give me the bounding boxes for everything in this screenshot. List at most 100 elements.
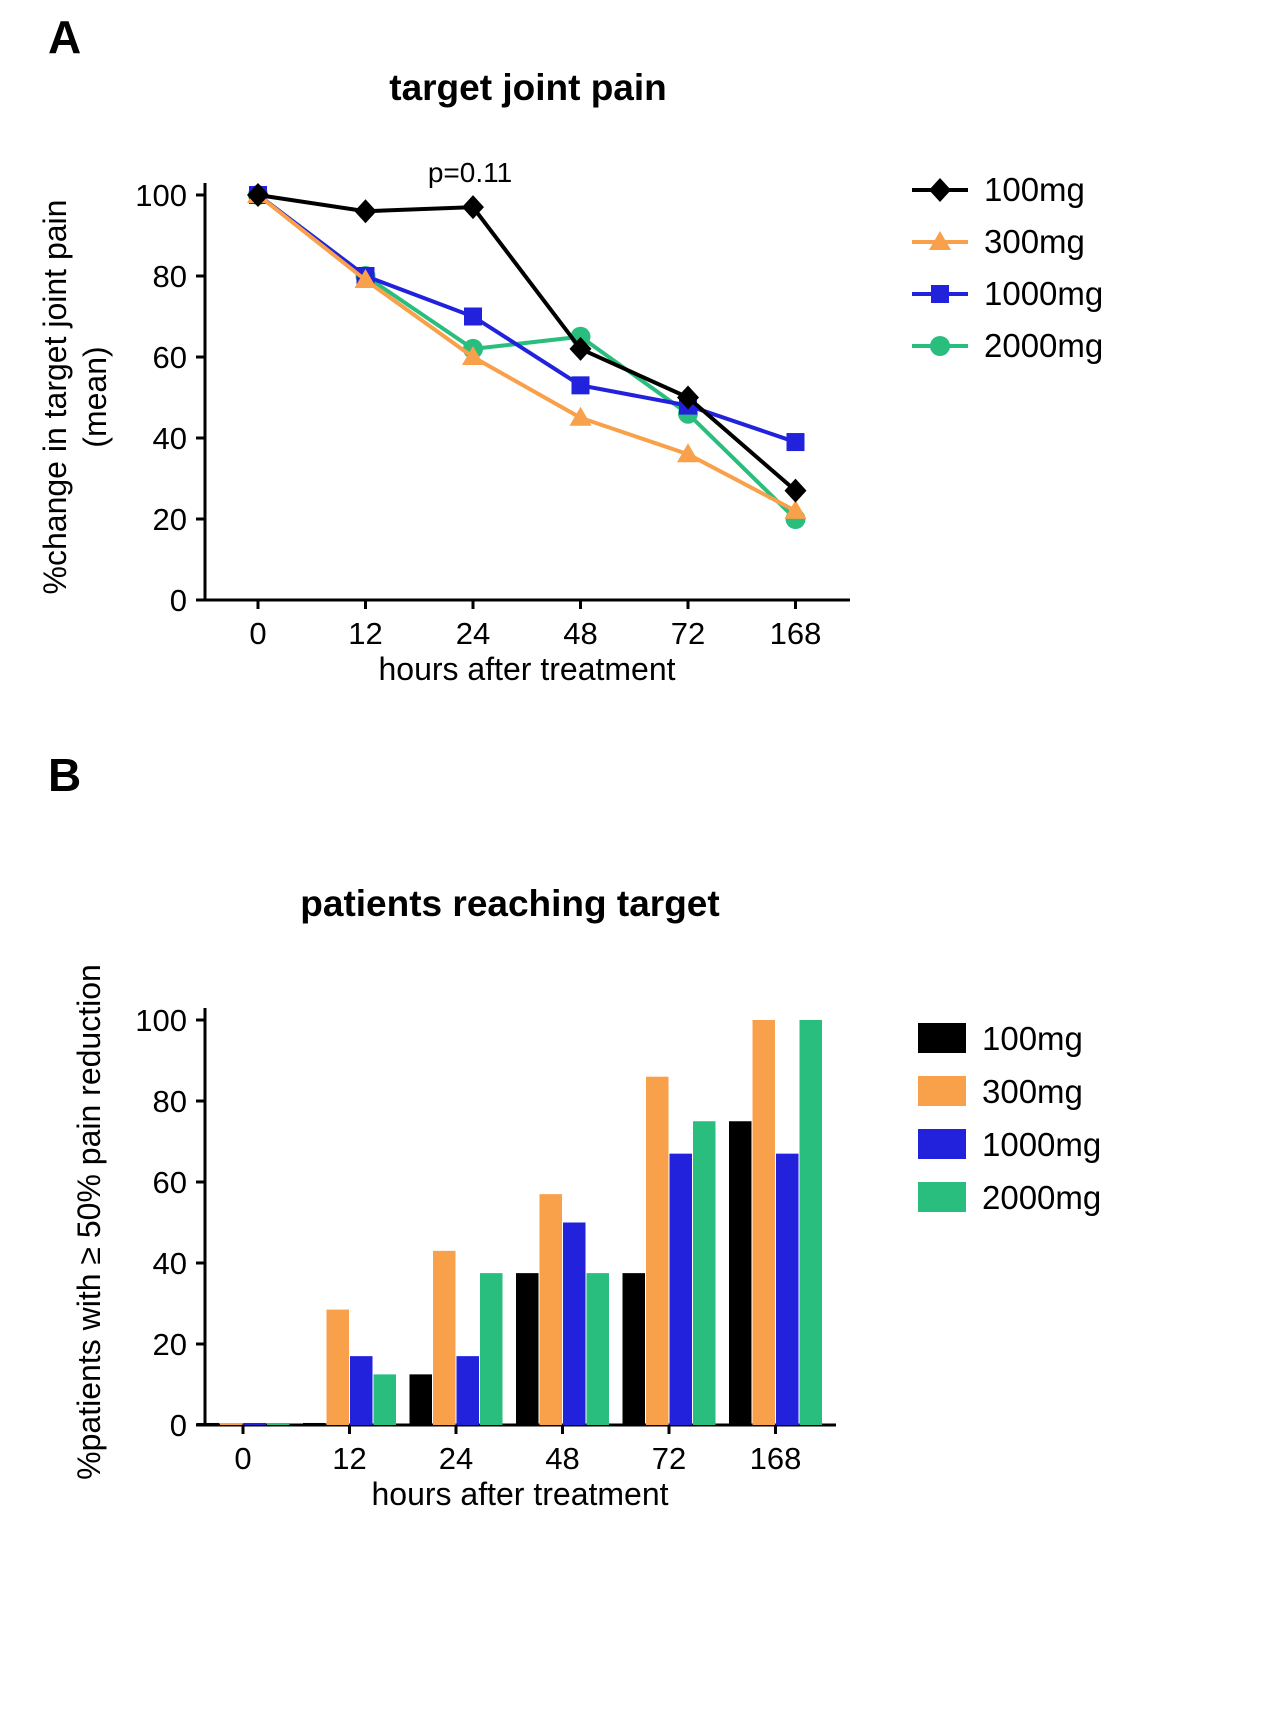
- x-tick-label: 0: [234, 1441, 251, 1476]
- legend-swatch: [918, 1023, 966, 1053]
- series-line-300mg: [256, 193, 797, 513]
- bar-12h-2000mg: [373, 1374, 396, 1425]
- y-axis-label: (mean): [77, 346, 113, 447]
- legend-item-100mg: 100mg: [918, 1020, 1083, 1057]
- series-line-1000mg: [256, 193, 797, 444]
- bar-0h-100mg: [196, 1422, 219, 1425]
- bar-72h-100mg: [622, 1273, 645, 1425]
- y-tick-label: 60: [153, 340, 187, 375]
- legend-item-2000mg: 2000mg: [918, 1179, 1101, 1216]
- series-line-100mg: [257, 193, 797, 493]
- y-tick-label: 40: [153, 1246, 187, 1281]
- y-tick-label: 80: [153, 259, 187, 294]
- bar-168h-2000mg: [799, 1020, 822, 1425]
- legend-label: 300mg: [984, 223, 1085, 260]
- diamond-marker: [784, 478, 807, 503]
- bar-24h-300mg: [433, 1250, 456, 1425]
- triangle-marker: [784, 499, 807, 519]
- y-tick-label: 60: [153, 1165, 187, 1200]
- bar-72h-1000mg: [669, 1153, 692, 1425]
- legend-swatch: [918, 1076, 966, 1106]
- square-marker: [786, 433, 805, 452]
- y-tick-label: 100: [135, 178, 187, 213]
- triangle-marker: [569, 406, 592, 426]
- bar-0h-2000mg: [267, 1422, 290, 1425]
- x-tick-label: 0: [249, 616, 266, 651]
- x-tick-label: 12: [348, 616, 382, 651]
- legend-swatch: [918, 1182, 966, 1212]
- bar-24h-2000mg: [480, 1273, 503, 1425]
- bar-12h-1000mg: [350, 1356, 373, 1425]
- square-marker: [571, 376, 590, 395]
- legend-label: 2000mg: [982, 1179, 1101, 1216]
- bar-168h-300mg: [752, 1020, 775, 1425]
- bar-72h-300mg: [646, 1076, 669, 1425]
- diamond-marker: [462, 195, 484, 220]
- diamond-marker: [354, 199, 377, 224]
- bar-48h-100mg: [516, 1273, 539, 1425]
- x-tick-label: 168: [770, 616, 822, 651]
- legend-label: 1000mg: [984, 275, 1103, 312]
- x-tick-label: 48: [563, 616, 597, 651]
- legend-label: 100mg: [982, 1020, 1083, 1057]
- legend-item-1000mg: 1000mg: [912, 275, 1103, 312]
- diamond-marker: [929, 178, 951, 202]
- circle-marker: [930, 336, 950, 356]
- x-axis-label: hours after treatment: [378, 651, 675, 687]
- bar-168h-100mg: [729, 1121, 752, 1425]
- y-tick-label: 0: [170, 583, 187, 618]
- legend-item-100mg: 100mg: [912, 171, 1085, 208]
- bar-0h-300mg: [220, 1422, 243, 1425]
- y-tick-label: 0: [170, 1408, 187, 1443]
- y-tick-label: 40: [153, 421, 187, 456]
- y-axis-label: %patients with ≥ 50% pain reduction: [71, 964, 107, 1480]
- diamond-marker: [247, 183, 269, 207]
- y-tick-label: 20: [153, 1327, 187, 1362]
- triangle-marker: [677, 443, 699, 463]
- legend-label: 1000mg: [982, 1126, 1101, 1163]
- x-tick-label: 12: [332, 1441, 366, 1476]
- chart-title: patients reaching target: [300, 883, 719, 924]
- panel-a-label: A: [48, 11, 82, 63]
- bar-12h-300mg: [326, 1309, 349, 1425]
- bar-24h-1000mg: [456, 1356, 479, 1425]
- line-chart-target-joint-pain: 0 20 40 60 80 100 0 12 24 48 72 168 target joint pai…: [37, 67, 1103, 687]
- triangle-marker: [929, 231, 951, 250]
- chart-title: target joint pain: [389, 67, 667, 108]
- x-tick-label: 72: [652, 1441, 686, 1476]
- y-axis-label: %change in target joint pain: [37, 200, 73, 595]
- bar-48h-1000mg: [563, 1222, 586, 1425]
- x-tick-label: 48: [545, 1441, 579, 1476]
- y-tick-label: 100: [135, 1003, 187, 1038]
- bar-168h-1000mg: [776, 1153, 799, 1425]
- diamond-marker: [677, 385, 699, 410]
- bar-12h-100mg: [303, 1422, 326, 1425]
- legend-item-2000mg: 2000mg: [912, 327, 1103, 364]
- x-tick-label: 72: [671, 616, 705, 651]
- diamond-marker: [569, 336, 592, 361]
- panel-b-label: B: [48, 749, 82, 801]
- p-value-annotation: p=0.11: [428, 157, 512, 188]
- bar-72h-2000mg: [693, 1121, 716, 1425]
- legend-item-1000mg: 1000mg: [918, 1126, 1101, 1163]
- legend-item-300mg: 300mg: [918, 1073, 1083, 1110]
- legend-label: 300mg: [982, 1073, 1083, 1110]
- x-tick-label: 24: [439, 1441, 473, 1476]
- x-tick-label: 24: [456, 616, 490, 651]
- square-marker: [464, 307, 482, 326]
- bar-48h-2000mg: [586, 1273, 609, 1425]
- square-marker: [931, 285, 949, 303]
- bar-48h-300mg: [539, 1194, 562, 1425]
- legend-item-300mg: 300mg: [912, 223, 1085, 260]
- bar-24h-100mg: [409, 1374, 432, 1425]
- bar-chart-patients-reaching-target: 0 20 40 60 80 100 0 12 24 48 72 168 patients reachin…: [71, 883, 1101, 1512]
- y-tick-label: 80: [153, 1084, 187, 1119]
- legend-label: 100mg: [984, 171, 1085, 208]
- bar-0h-1000mg: [243, 1422, 266, 1425]
- legend-label: 2000mg: [984, 327, 1103, 364]
- x-axis-label: hours after treatment: [371, 1476, 668, 1512]
- triangle-marker: [354, 269, 377, 289]
- triangle-marker: [462, 346, 484, 365]
- x-tick-label: 168: [750, 1441, 802, 1476]
